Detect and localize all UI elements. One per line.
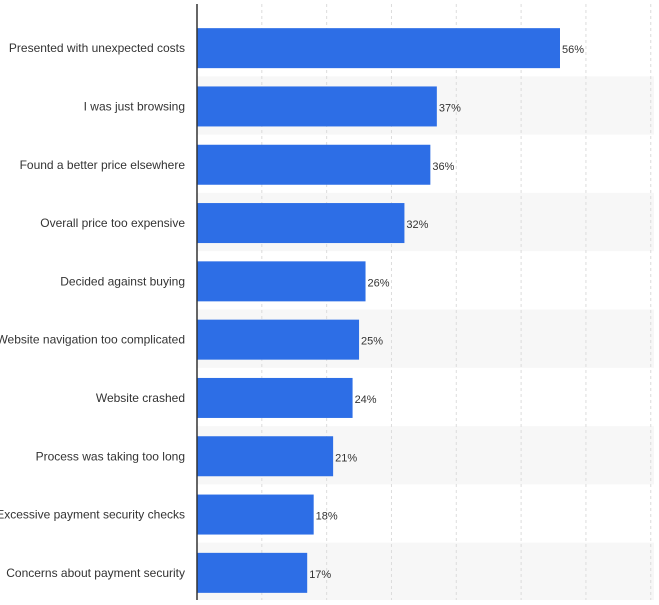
value-label: 26% [368,277,390,289]
bar [197,144,431,185]
value-label: 24% [355,394,377,406]
category-label: Concerns about payment security [6,566,185,580]
category-label: Presented with unexpected costs [9,41,185,55]
bar [197,319,360,360]
category-label: Website crashed [96,391,185,405]
value-label: 32% [406,219,428,231]
category-labels: Presented with unexpected costs I was jus… [0,41,185,580]
bar [197,203,405,244]
bar [197,552,308,593]
category-label: I was just browsing [84,99,185,113]
bar [197,28,560,69]
value-label: 37% [439,102,461,114]
value-label: 56% [562,44,584,56]
category-label: Website navigation too complicated [0,333,185,347]
category-label: Excessive payment security checks [0,508,185,522]
value-label: 25% [361,336,383,348]
bar [197,494,314,535]
value-labels: 56% 37% 36% 32% 26% 25% 24% 21% 18% 17% [309,44,584,581]
bar [197,261,366,302]
bar [197,436,334,477]
category-label: Found a better price elsewhere [20,158,186,172]
value-label: 18% [316,511,338,523]
value-label: 36% [432,161,454,173]
value-label: 21% [335,452,357,464]
bars [197,28,560,593]
category-label: Decided against buying [60,274,185,288]
bar [197,86,437,127]
value-label: 17% [309,569,331,581]
category-label: Overall price too expensive [40,216,185,230]
bar [197,377,353,418]
category-label: Process was taking too long [36,449,185,463]
